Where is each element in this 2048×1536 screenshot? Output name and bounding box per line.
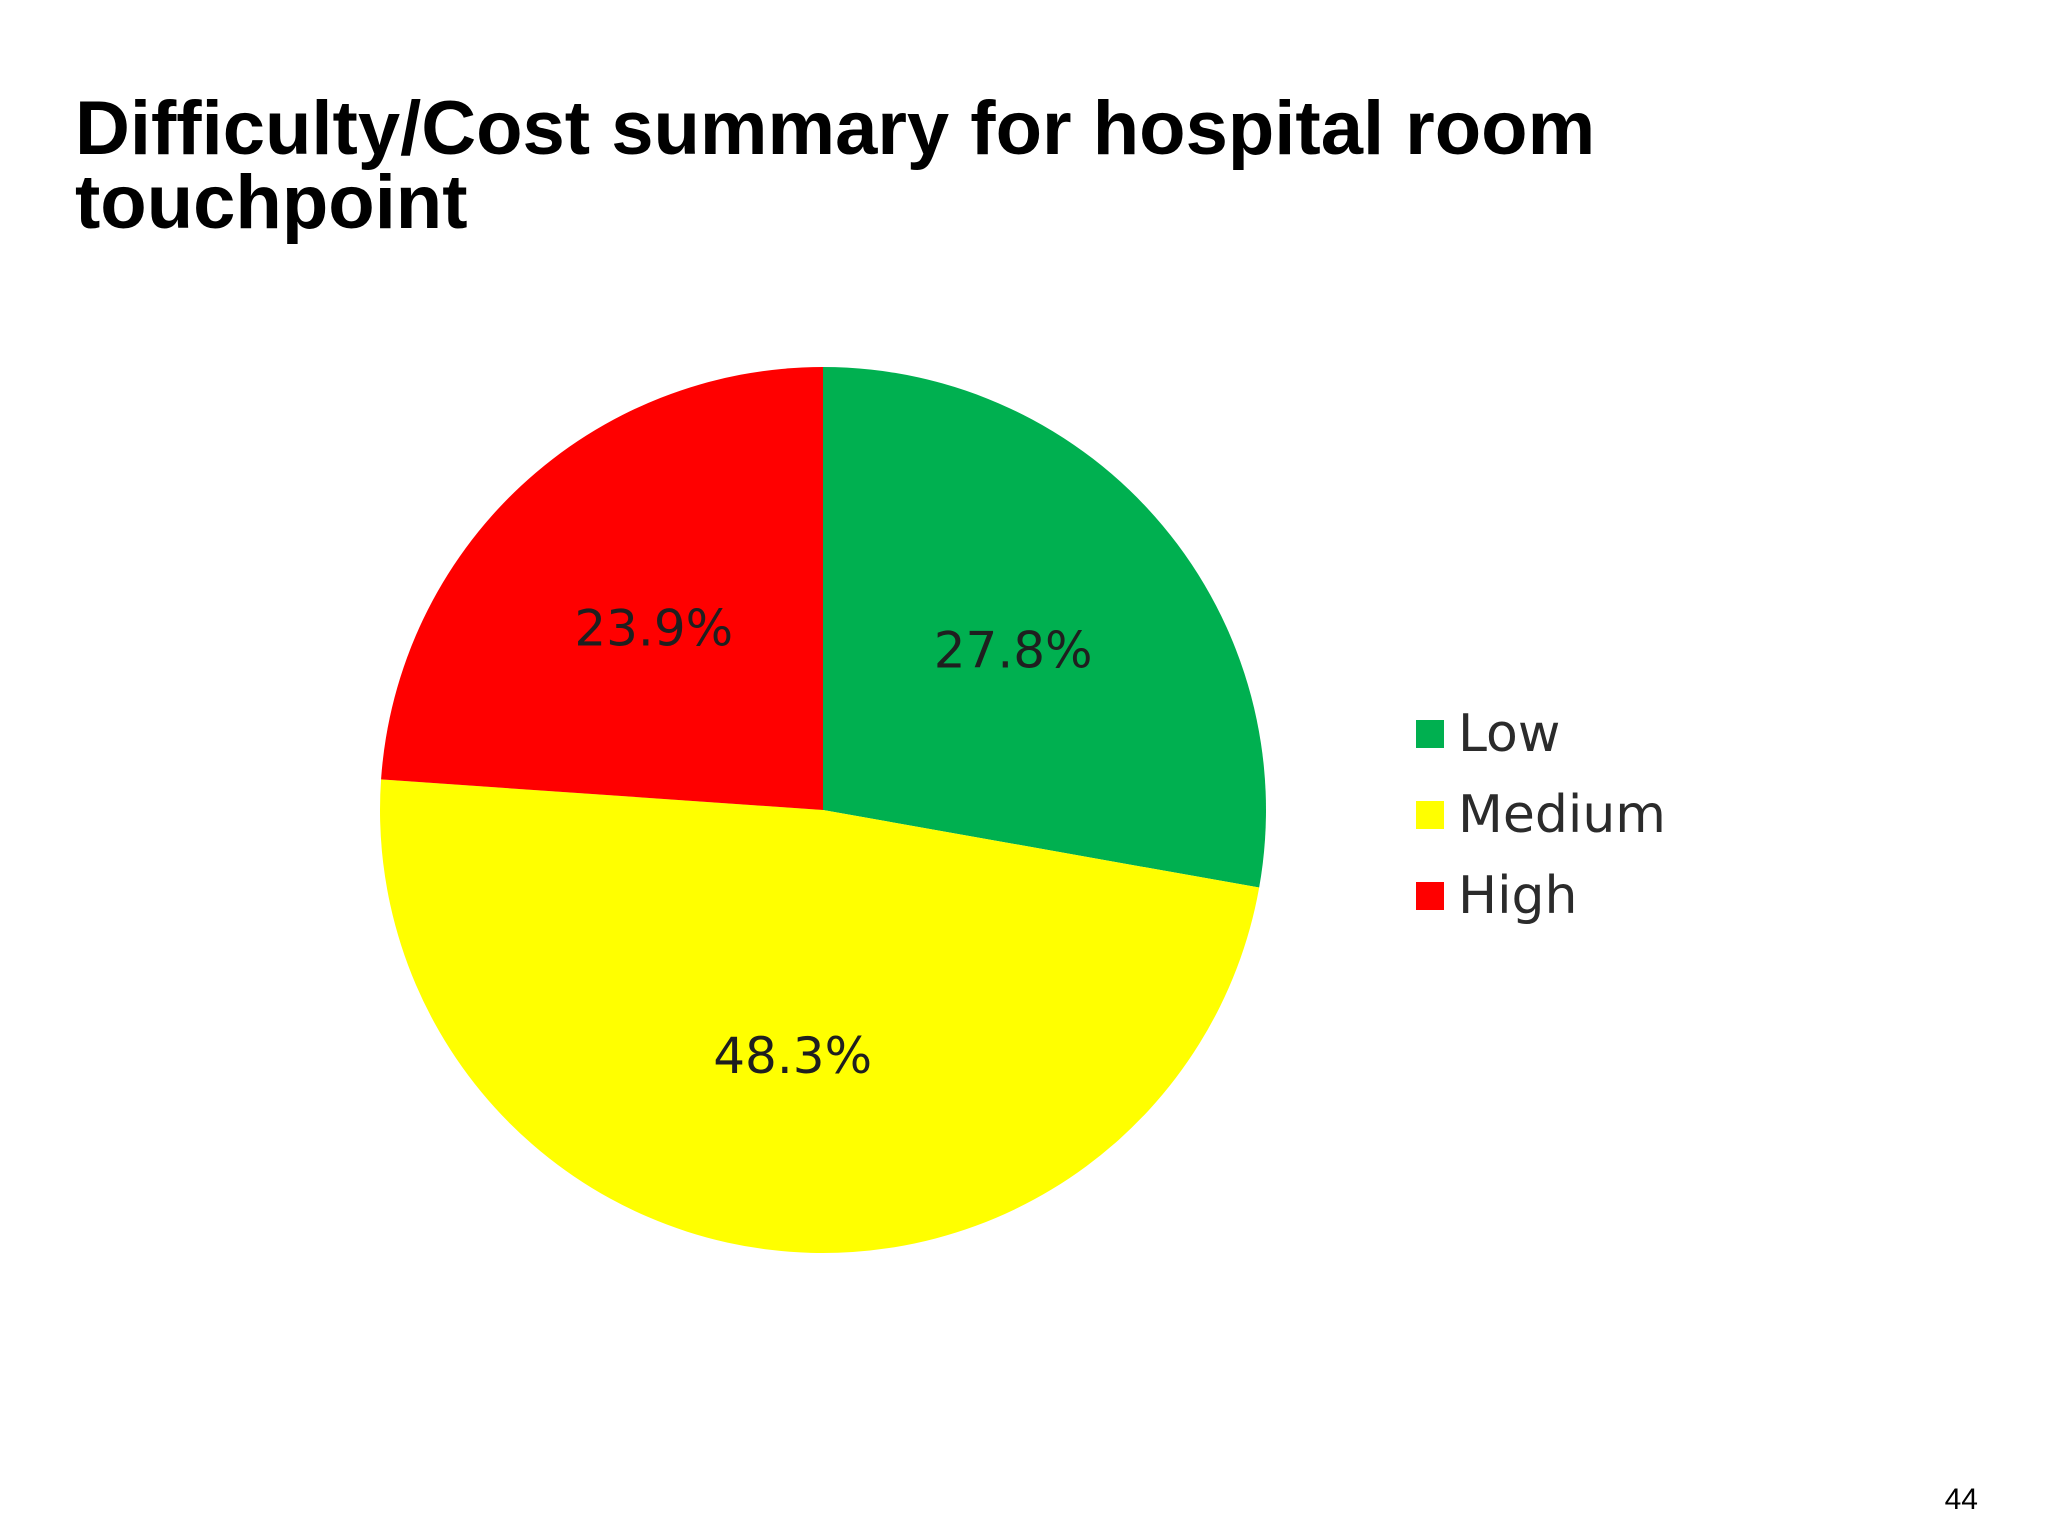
slide-title: Difficulty/Cost summary for hospital roo… xyxy=(75,86,1596,245)
pie-slices xyxy=(380,367,1266,1253)
legend-label-medium: Medium xyxy=(1458,785,1666,845)
chart-legend: Low Medium High xyxy=(1416,704,1666,926)
legend-swatch-medium xyxy=(1416,801,1444,829)
data-label-low: 27.8% xyxy=(934,622,1093,680)
legend-swatch-high xyxy=(1416,882,1444,910)
legend-swatch-low xyxy=(1416,720,1444,748)
pie-slice-low xyxy=(823,367,1266,888)
data-label-high: 23.9% xyxy=(574,600,733,658)
pie-slice-high xyxy=(381,367,823,810)
legend-label-high: High xyxy=(1458,866,1578,926)
page-number: 44 xyxy=(1944,1483,1978,1516)
legend-label-low: Low xyxy=(1458,704,1560,764)
pie-data-labels: 27.8% 48.3% 23.9% xyxy=(574,600,1092,1086)
data-label-medium: 48.3% xyxy=(713,1027,872,1085)
pie-slice-medium xyxy=(380,779,1260,1253)
